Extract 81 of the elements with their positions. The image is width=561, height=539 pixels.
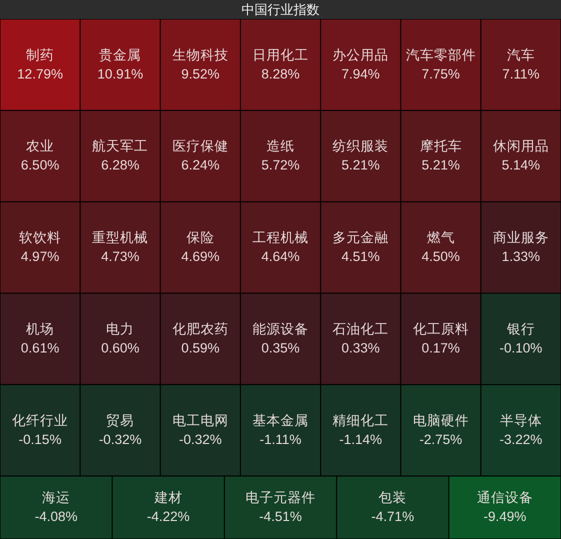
category-label: 休闲用品 <box>492 138 549 154</box>
category-label: 电脑硬件 <box>412 412 469 428</box>
category-label: 多元金融 <box>332 230 389 246</box>
value-label: 5.72% <box>261 158 300 173</box>
value-label: 4.73% <box>101 249 140 264</box>
value-label: 0.61% <box>20 340 60 356</box>
value-label: -0.32% <box>178 432 222 447</box>
value-label: 4.50% <box>422 249 460 264</box>
value-label: -4.71% <box>371 509 414 524</box>
category-label: 电子元器件 <box>246 490 316 506</box>
category-label: 汽车 <box>506 47 535 62</box>
value-label: -4.22% <box>146 509 190 524</box>
value-label: 5.21% <box>342 158 380 173</box>
category-label: 摩托车 <box>420 138 462 154</box>
category-label: 纺织服装 <box>332 138 389 154</box>
value-label: 5.14% <box>502 158 540 173</box>
value-label: 4.51% <box>342 249 380 264</box>
value-label: 8.28% <box>261 66 300 82</box>
category-label: 燃气 <box>426 230 455 246</box>
value-label: 0.33% <box>342 340 380 356</box>
category-label: 农业 <box>26 138 54 154</box>
category-label: 商业服务 <box>492 230 549 246</box>
category-label: 软饮料 <box>19 230 62 246</box>
category-label: 电工电网 <box>172 412 228 428</box>
category-label: 重型机械 <box>92 230 148 246</box>
value-label: -2.75% <box>419 432 462 447</box>
category-label: 电力 <box>106 321 134 336</box>
value-label: 4.69% <box>181 249 220 264</box>
value-label: 6.28% <box>101 158 140 173</box>
category-label: 航天军工 <box>92 138 148 154</box>
category-label: 制药 <box>26 47 54 62</box>
category-label: 机场 <box>26 321 54 336</box>
category-label: 生物科技 <box>172 47 228 62</box>
category-label: 化肥农药 <box>172 321 228 336</box>
title: 中国行业指数 <box>242 2 320 17</box>
value-label: -0.32% <box>98 432 142 447</box>
value-label: 12.79% <box>17 66 63 82</box>
value-label: 1.33% <box>502 249 540 264</box>
value-label: 5.21% <box>422 158 460 173</box>
value-label: 4.97% <box>20 249 60 264</box>
value-label: 6.24% <box>181 158 220 173</box>
value-label: 0.59% <box>181 340 220 356</box>
value-label: 4.64% <box>261 249 300 264</box>
category-label: 汽车零部件 <box>406 47 476 62</box>
category-label: 石油化工 <box>332 321 389 336</box>
category-label: 海运 <box>42 490 70 506</box>
category-label: 化工原料 <box>412 321 469 336</box>
value-label: -4.08% <box>34 509 78 524</box>
value-label: -0.15% <box>18 432 62 447</box>
value-label: 10.91% <box>97 66 144 82</box>
value-label: -1.11% <box>260 432 302 447</box>
category-label: 日用化工 <box>252 47 308 62</box>
value-label: 0.17% <box>422 340 460 356</box>
category-label: 半导体 <box>500 412 542 428</box>
category-label: 贵金属 <box>99 47 142 62</box>
value-label: -0.10% <box>500 340 542 356</box>
category-label: 基本金属 <box>252 412 308 428</box>
value-label: 7.94% <box>342 66 380 82</box>
value-label: 7.11% <box>502 66 540 82</box>
value-label: -9.49% <box>484 509 526 524</box>
category-label: 贸易 <box>106 412 134 428</box>
category-label: 能源设备 <box>252 321 308 336</box>
value-label: 0.35% <box>261 340 300 356</box>
category-label: 包装 <box>378 490 407 506</box>
category-label: 化纤行业 <box>12 412 68 428</box>
value-label: -3.22% <box>500 432 542 447</box>
value-label: 7.75% <box>422 66 460 82</box>
value-label: 9.52% <box>181 66 220 82</box>
category-label: 通信设备 <box>476 490 533 506</box>
category-label: 银行 <box>506 321 535 336</box>
value-label: 0.60% <box>101 340 140 356</box>
category-label: 精细化工 <box>332 412 389 428</box>
category-label: 保险 <box>186 230 214 246</box>
value-label: -1.14% <box>339 432 382 447</box>
category-label: 工程机械 <box>252 230 308 246</box>
value-label: 6.50% <box>20 158 60 173</box>
value-label: -4.51% <box>259 509 302 524</box>
category-label: 造纸 <box>266 138 294 154</box>
category-label: 办公用品 <box>332 47 389 62</box>
category-label: 建材 <box>154 490 182 506</box>
category-label: 医疗保健 <box>172 138 228 154</box>
